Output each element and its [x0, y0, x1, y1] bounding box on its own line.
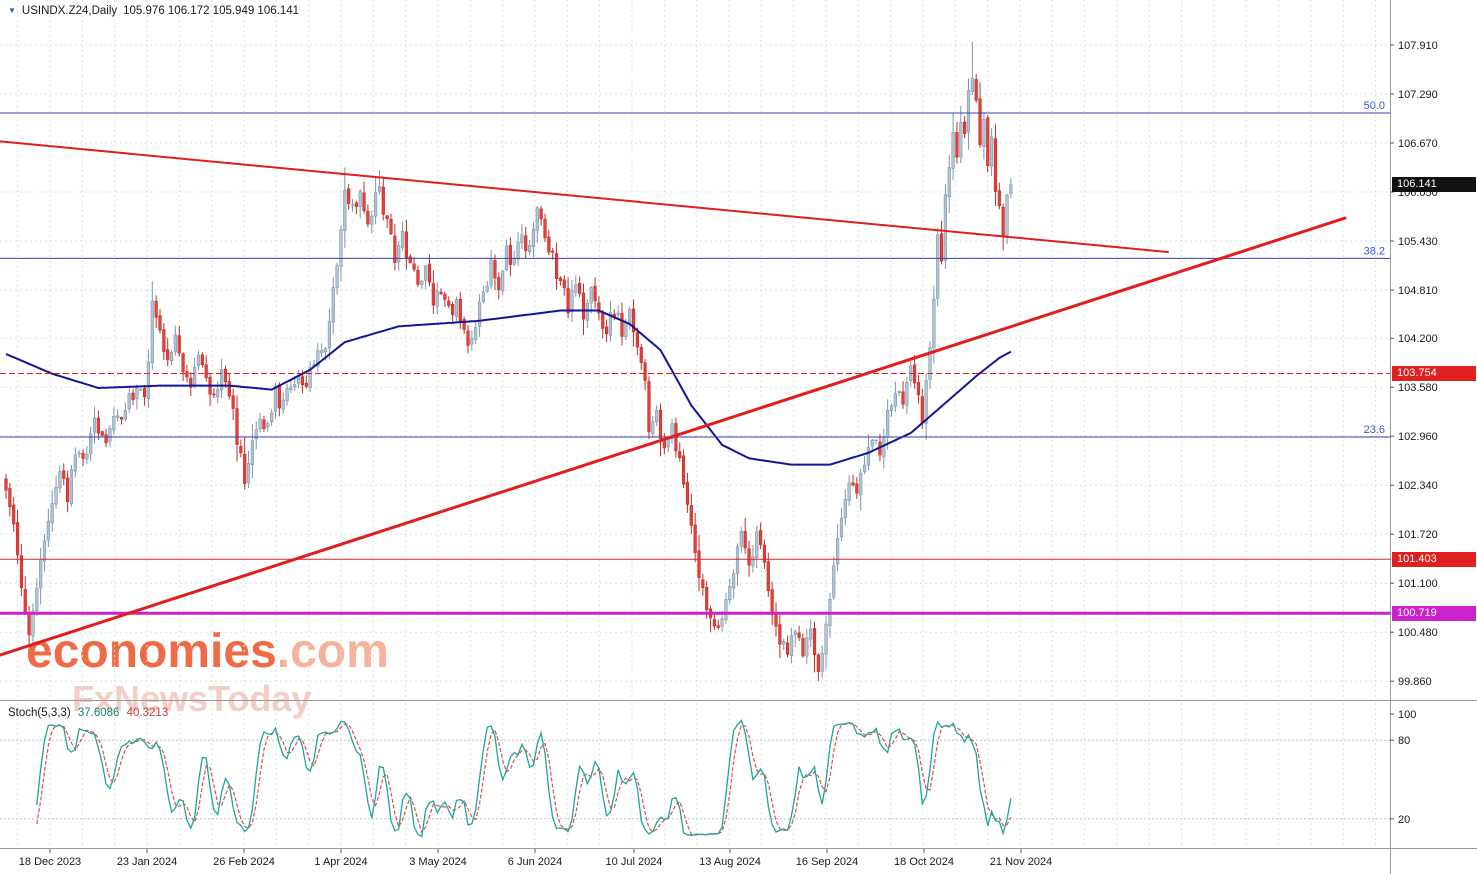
price-axis-label: 107.910 — [1398, 40, 1438, 52]
stoch-signal-value: 40.3213 — [126, 707, 169, 719]
price-tag: 101.403 — [1392, 552, 1476, 567]
stoch-panel — [0, 719, 1390, 838]
price-tag: 103.754 — [1392, 366, 1476, 381]
stochastic-indicator-label: Stoch(5,3,3) 37.6086 40.3213 — [8, 707, 168, 719]
watermark-line1: economies.com — [26, 628, 389, 676]
price-axis-label: 101.720 — [1398, 529, 1438, 541]
price-axis-label: 107.290 — [1398, 89, 1438, 101]
date-axis-label: 6 Jun 2024 — [508, 856, 562, 868]
fib-level-label: 38.2 — [1364, 245, 1385, 257]
ma-line — [5, 309, 1012, 466]
candles-layer — [4, 41, 1013, 682]
date-axis-label: 16 Sep 2024 — [796, 856, 858, 868]
stoch-axis-label: 100 — [1398, 709, 1416, 721]
date-axis-label: 3 May 2024 — [409, 856, 466, 868]
stoch-axis-label: 20 — [1398, 814, 1410, 826]
price-axis-label: 104.200 — [1398, 333, 1438, 345]
stoch-main-line — [36, 719, 1012, 838]
watermark-domain: .com — [276, 625, 389, 678]
date-axis-label: 21 Nov 2024 — [990, 856, 1052, 868]
price-axis-label: 102.960 — [1398, 431, 1438, 443]
stoch-name: Stoch(5,3,3) — [8, 707, 71, 719]
date-axis-label: 10 Jul 2024 — [606, 856, 663, 868]
fib-level-label: 50.0 — [1364, 100, 1385, 112]
chart-title: ▼ USINDX.Z24,Daily 105.976 106.172 105.9… — [8, 5, 299, 17]
date-axis-label: 26 Feb 2024 — [213, 856, 275, 868]
object-lines: 50.0 38.2 23.6 — [0, 100, 1390, 657]
date-axis-label: 23 Jan 2024 — [117, 856, 178, 868]
watermark: economies.com FxNewsToday — [26, 628, 389, 717]
date-axis-label: 1 Apr 2024 — [314, 856, 367, 868]
ohlc-readout: 105.976 106.172 105.949 106.141 — [123, 5, 300, 17]
watermark-subbrand: FxNewsToday — [72, 678, 312, 719]
price-axis-label: 102.340 — [1398, 480, 1438, 492]
price-axis-label: 103.580 — [1398, 382, 1438, 394]
date-axis: 18 Dec 2023 23 Jan 2024 26 Feb 2024 1 Apr 2… — [19, 849, 1052, 868]
symbol-timeframe: USINDX.Z24,Daily — [21, 5, 118, 17]
date-axis-label: 18 Dec 2023 — [19, 856, 81, 868]
trendline-ascending-support — [0, 216, 1347, 657]
price-tag: 100.719 — [1392, 606, 1476, 621]
date-axis-label: 18 Oct 2024 — [894, 856, 954, 868]
price-axis-label: 104.810 — [1398, 285, 1438, 297]
price-axis-label: 106.670 — [1398, 138, 1438, 150]
price-axis-label: 99.860 — [1398, 676, 1432, 688]
fib-level-label: 23.6 — [1364, 424, 1385, 436]
symbol-marker-icon: ▼ — [8, 6, 16, 15]
price-axis-label: 100.480 — [1398, 627, 1438, 639]
stoch-main-value: 37.6086 — [77, 707, 120, 719]
watermark-brand: economies — [26, 625, 277, 678]
date-axis-label: 13 Aug 2024 — [699, 856, 761, 868]
price-tag: 106.141 — [1392, 177, 1476, 192]
trendline-descending-resistance — [0, 140, 1169, 254]
stoch-axis-label: 80 — [1398, 735, 1410, 747]
price-axis-label: 101.100 — [1398, 578, 1438, 590]
grid-layer — [0, 0, 1390, 847]
price-axis-label: 105.430 — [1398, 236, 1438, 248]
